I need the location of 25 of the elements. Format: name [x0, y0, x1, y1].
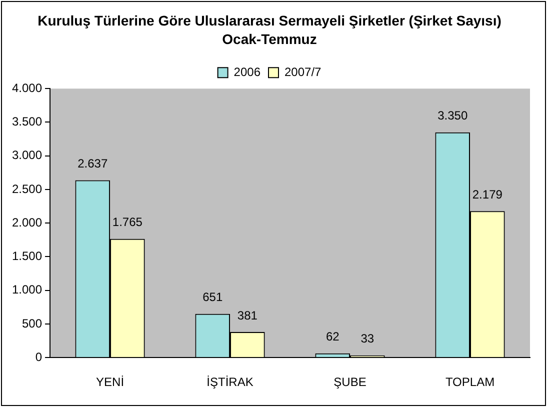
x-tick-label: İŞTİRAK	[206, 375, 254, 390]
y-tick-label: 1.000	[12, 282, 42, 297]
legend-label: 2006	[234, 64, 261, 79]
data-label: 651	[202, 290, 223, 304]
y-tick-label: 3.500	[12, 114, 42, 129]
data-label: 2.637	[78, 156, 108, 171]
y-tick-label: 0	[35, 350, 42, 364]
y-tick-label: 2.500	[12, 182, 42, 196]
chart-subtitle: Ocak-Temmuz	[222, 31, 317, 48]
legend-label: 2007/7	[284, 64, 322, 79]
data-label: 2.179	[472, 187, 503, 202]
y-tick-label: 500	[22, 316, 42, 330]
data-label: 381	[237, 308, 258, 322]
x-tick-label: ŞUBE	[334, 375, 366, 390]
data-label: 62	[326, 330, 340, 344]
chart-title: Kuruluş Türlerine Göre Uluslararası Sermayeli Şirketler (Şirket Sayısı)	[38, 12, 502, 28]
y-tick-label: 4.000	[12, 80, 42, 95]
data-label: 3.350	[438, 108, 468, 123]
data-label: 33	[360, 332, 374, 346]
y-tick-label: 1.500	[12, 249, 42, 264]
x-tick-label: TOPLAM	[445, 375, 495, 390]
y-tick-label: 2.000	[12, 215, 42, 230]
x-tick-label: YENİ	[96, 375, 124, 390]
data-label: 1.765	[112, 215, 143, 230]
y-tick-label: 3.000	[12, 148, 42, 162]
